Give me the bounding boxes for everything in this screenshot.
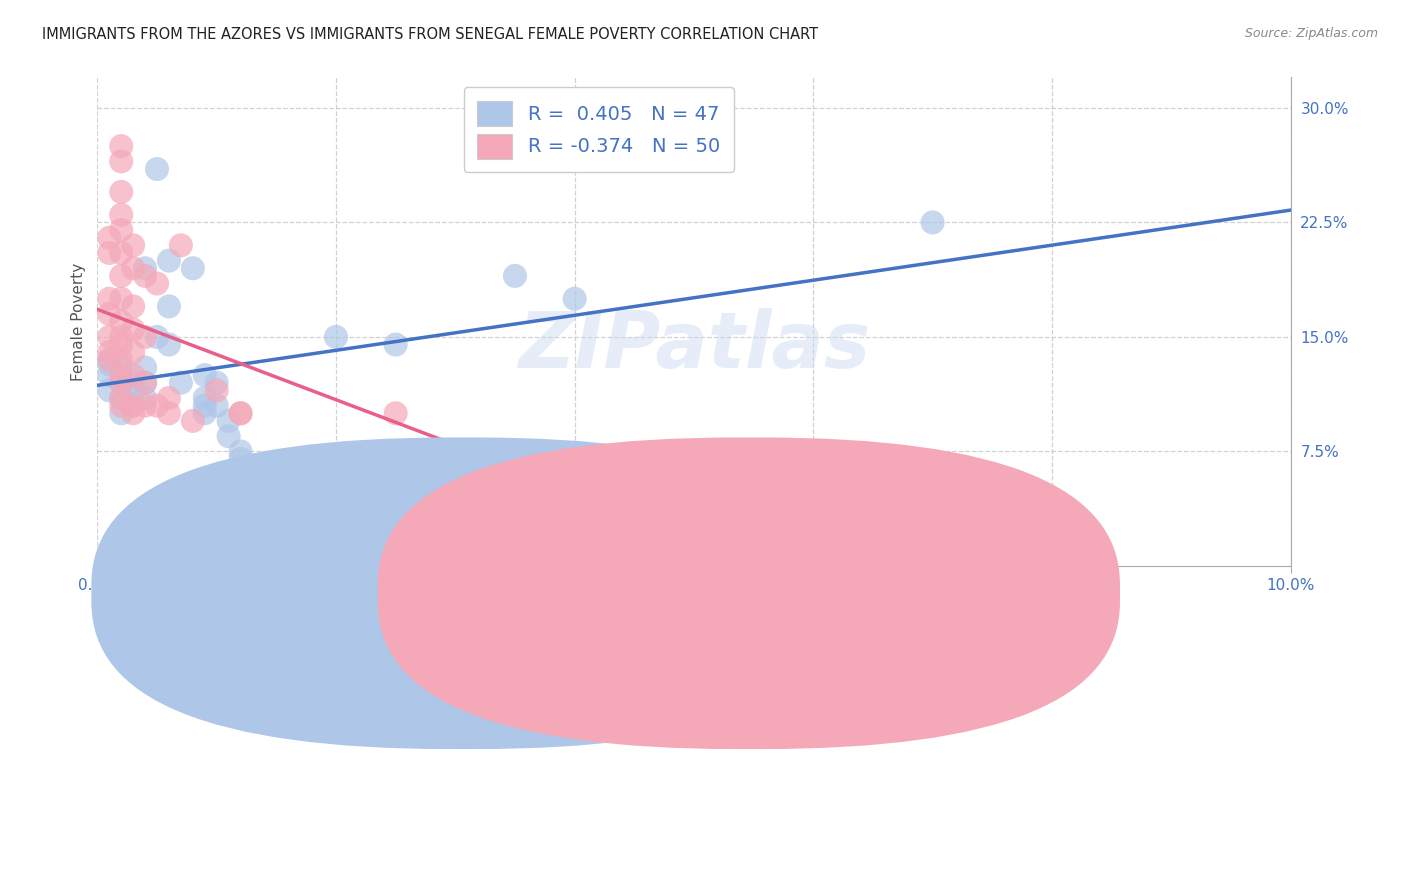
Point xyxy=(122,368,145,383)
Point xyxy=(98,307,121,321)
Point xyxy=(444,452,467,467)
Point xyxy=(134,360,156,375)
Point xyxy=(325,330,347,344)
Point xyxy=(205,376,228,390)
Point xyxy=(110,185,132,199)
Point xyxy=(110,330,132,344)
Point xyxy=(134,376,156,390)
Point xyxy=(157,253,180,268)
Point xyxy=(157,391,180,405)
Point xyxy=(181,414,204,428)
Point xyxy=(503,268,526,283)
Point xyxy=(98,246,121,260)
Point xyxy=(122,376,145,390)
Point xyxy=(110,360,132,375)
Point xyxy=(98,352,121,367)
Point xyxy=(98,330,121,344)
Point xyxy=(146,277,169,291)
Point xyxy=(205,384,228,398)
Text: IMMIGRANTS FROM THE AZORES VS IMMIGRANTS FROM SENEGAL FEMALE POVERTY CORRELATION: IMMIGRANTS FROM THE AZORES VS IMMIGRANTS… xyxy=(42,27,818,42)
Point xyxy=(110,368,132,383)
Point xyxy=(110,399,132,413)
Point xyxy=(229,406,252,420)
Point xyxy=(122,345,145,359)
Point xyxy=(146,330,169,344)
Point xyxy=(194,406,217,420)
Point xyxy=(134,376,156,390)
Text: ZIPatlas: ZIPatlas xyxy=(517,308,870,384)
Point xyxy=(110,376,132,390)
Point xyxy=(98,384,121,398)
Point xyxy=(194,391,217,405)
Point xyxy=(110,292,132,306)
Point xyxy=(170,376,193,390)
Point xyxy=(194,399,217,413)
Point xyxy=(229,406,252,420)
Point xyxy=(122,384,145,398)
Point xyxy=(110,139,132,153)
Point xyxy=(122,399,145,413)
Point xyxy=(134,261,156,276)
Point xyxy=(110,391,132,405)
Point xyxy=(98,292,121,306)
Point xyxy=(110,337,132,351)
Y-axis label: Female Poverty: Female Poverty xyxy=(72,262,86,381)
Point xyxy=(110,391,132,405)
Point xyxy=(122,399,145,413)
Point xyxy=(242,459,264,474)
Point xyxy=(110,315,132,329)
Point xyxy=(110,223,132,237)
Point xyxy=(157,300,180,314)
Point xyxy=(110,208,132,222)
Point xyxy=(122,406,145,420)
Point xyxy=(134,330,156,344)
Point xyxy=(194,368,217,383)
Point xyxy=(384,337,406,351)
Text: Immigrants from the Azores: Immigrants from the Azores xyxy=(491,587,706,602)
Point xyxy=(229,452,252,467)
Point xyxy=(110,406,132,420)
Text: Immigrants from Senegal: Immigrants from Senegal xyxy=(778,587,973,602)
Point xyxy=(110,246,132,260)
Text: Source: ZipAtlas.com: Source: ZipAtlas.com xyxy=(1244,27,1378,40)
Point xyxy=(384,406,406,420)
Point xyxy=(146,399,169,413)
Point xyxy=(146,161,169,176)
Point xyxy=(921,215,943,229)
Point xyxy=(110,268,132,283)
Point xyxy=(205,399,228,413)
Point xyxy=(110,376,132,390)
Point xyxy=(170,238,193,252)
Point xyxy=(98,358,121,372)
Point xyxy=(134,391,156,405)
Point xyxy=(98,368,121,383)
Point xyxy=(266,513,288,527)
FancyBboxPatch shape xyxy=(91,437,834,749)
Point xyxy=(742,506,765,520)
Point xyxy=(218,429,240,443)
Point xyxy=(98,345,121,359)
Point xyxy=(122,300,145,314)
Point xyxy=(110,154,132,169)
Point xyxy=(122,238,145,252)
FancyBboxPatch shape xyxy=(378,437,1121,749)
Point xyxy=(110,352,132,367)
Point xyxy=(564,292,586,306)
Point xyxy=(181,261,204,276)
Point xyxy=(134,268,156,283)
Legend: R =  0.405   N = 47, R = -0.374   N = 50: R = 0.405 N = 47, R = -0.374 N = 50 xyxy=(464,87,734,172)
Point xyxy=(122,322,145,336)
Point xyxy=(98,231,121,245)
Point xyxy=(157,406,180,420)
Point xyxy=(134,399,156,413)
Point xyxy=(229,444,252,458)
Point xyxy=(122,261,145,276)
Point xyxy=(98,352,121,367)
Point xyxy=(157,337,180,351)
Point xyxy=(218,414,240,428)
